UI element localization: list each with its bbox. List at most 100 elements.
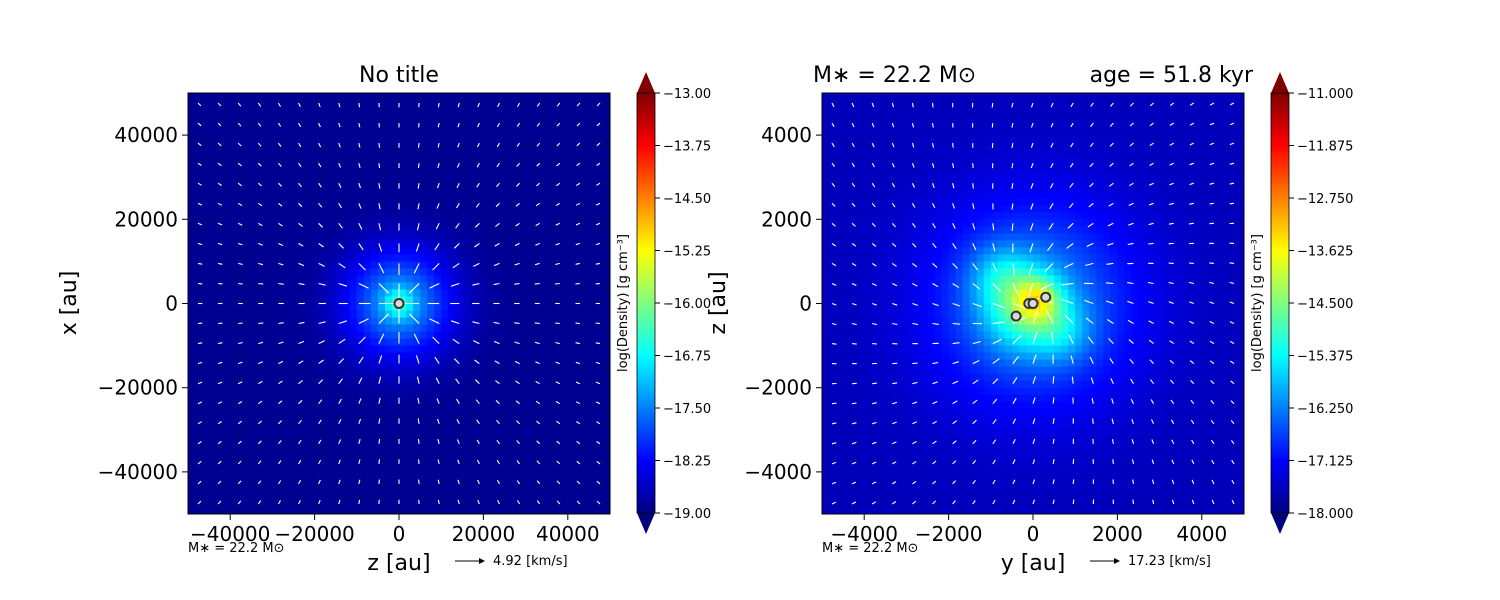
density-cell xyxy=(518,212,527,220)
density-cell xyxy=(1047,156,1055,164)
density-cell xyxy=(328,436,337,445)
velocity-arrow xyxy=(455,222,460,229)
density-cell xyxy=(1173,170,1182,178)
density-cell xyxy=(188,233,196,241)
density-cell xyxy=(913,184,922,192)
density-cell xyxy=(934,135,943,143)
density-cell xyxy=(258,366,266,375)
velocity-arrow xyxy=(318,479,321,485)
density-cell xyxy=(314,317,323,326)
density-cell xyxy=(377,163,386,171)
density-cell xyxy=(448,135,456,143)
density-cell xyxy=(406,380,414,389)
density-cell xyxy=(202,191,210,199)
density-cell xyxy=(525,471,534,480)
density-cell xyxy=(822,93,830,101)
density-cell xyxy=(581,100,590,108)
density-cell xyxy=(420,156,428,164)
x-axis-label: z [au] xyxy=(367,551,430,576)
density-cell xyxy=(370,464,379,473)
density-cell xyxy=(279,247,288,255)
density-cell xyxy=(420,436,428,445)
density-cell xyxy=(476,387,484,396)
density-cell xyxy=(230,268,238,277)
density-cell xyxy=(314,359,323,368)
velocity-arrow xyxy=(197,500,202,505)
density-cell xyxy=(962,107,971,115)
velocity-arrow xyxy=(197,381,203,385)
density-cell xyxy=(413,380,421,389)
density-cell xyxy=(307,156,316,164)
density-cell xyxy=(1018,177,1027,185)
density-cell xyxy=(1096,93,1104,101)
density-cell xyxy=(328,471,337,480)
density-cell xyxy=(427,450,435,459)
density-cell xyxy=(342,373,351,382)
density-cell xyxy=(399,177,407,185)
density-cell xyxy=(455,338,463,347)
density-cell xyxy=(850,191,858,199)
density-cell xyxy=(314,198,323,206)
density-cell xyxy=(328,114,337,122)
velocity-arrow xyxy=(298,380,303,385)
density-cell xyxy=(427,212,435,220)
velocity-arrow xyxy=(436,418,440,424)
density-cell xyxy=(244,226,252,234)
density-cell xyxy=(321,254,330,262)
density-cell xyxy=(363,352,372,361)
density-cell xyxy=(892,93,900,101)
density-cell xyxy=(581,352,590,361)
density-cell xyxy=(525,401,534,410)
density-cell xyxy=(483,121,492,129)
density-cell xyxy=(518,254,527,262)
velocity-arrow xyxy=(556,440,561,445)
density-cell xyxy=(1145,135,1154,143)
density-cell xyxy=(420,226,428,234)
density-cell xyxy=(850,121,858,129)
density-cell xyxy=(955,149,964,157)
density-cell xyxy=(913,142,922,150)
velocity-arrow xyxy=(298,262,305,267)
density-cell xyxy=(511,198,520,206)
density-cell xyxy=(342,394,351,403)
density-cell xyxy=(455,198,463,206)
density-cell xyxy=(406,114,414,122)
density-cell xyxy=(272,492,281,501)
density-cell xyxy=(230,380,238,389)
density-cell xyxy=(356,359,365,368)
density-cell xyxy=(363,212,372,220)
velocity-arrow xyxy=(217,480,222,485)
density-cell xyxy=(195,429,203,438)
density-cell xyxy=(955,163,964,171)
density-cell xyxy=(314,478,323,487)
density-cell xyxy=(293,240,302,248)
density-cell xyxy=(413,289,421,298)
density-cell xyxy=(878,135,886,143)
density-cell xyxy=(321,380,330,389)
density-cell xyxy=(941,135,950,143)
density-cell xyxy=(307,457,316,466)
velocity-arrow xyxy=(378,459,381,464)
density-cell xyxy=(356,240,365,248)
density-cell xyxy=(448,142,456,150)
density-cell xyxy=(342,100,351,108)
density-cell xyxy=(1159,177,1168,185)
density-cell xyxy=(251,422,259,431)
density-cell xyxy=(427,226,435,234)
density-cell xyxy=(1047,107,1055,115)
density-cell xyxy=(525,317,534,326)
density-cell xyxy=(511,191,520,199)
velocity-arrow xyxy=(595,242,601,246)
density-cell xyxy=(1011,107,1020,115)
velocity-arrow xyxy=(318,142,322,148)
density-cell xyxy=(1138,184,1147,192)
density-cell xyxy=(581,282,590,291)
density-cell xyxy=(342,422,351,431)
velocity-arrow xyxy=(555,361,560,365)
density-cell xyxy=(455,387,463,396)
density-cell xyxy=(546,303,555,312)
density-cell xyxy=(237,443,245,452)
density-cell xyxy=(293,408,302,417)
density-cell xyxy=(920,149,929,157)
density-cell xyxy=(1061,149,1069,157)
